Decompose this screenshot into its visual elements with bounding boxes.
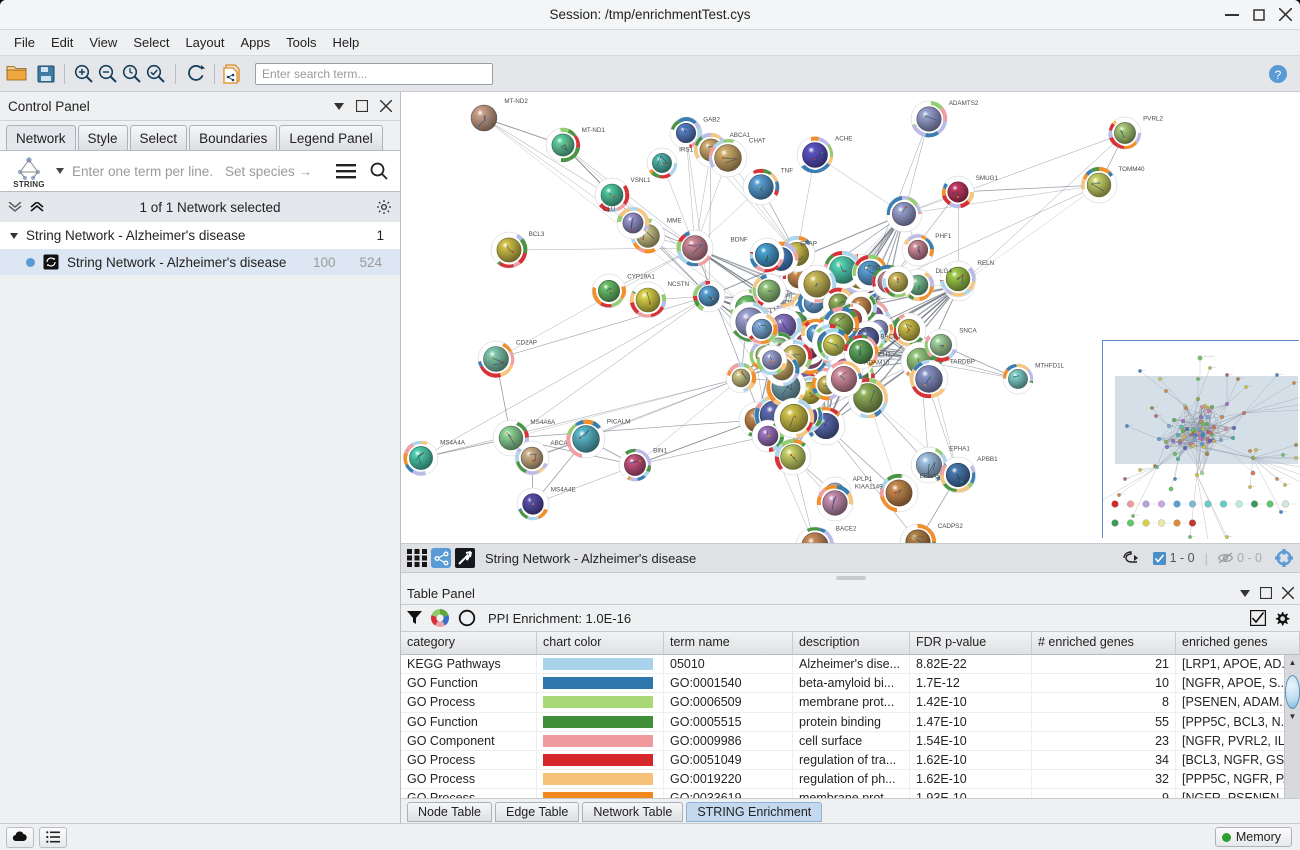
svg-text:CHAT: CHAT (749, 138, 766, 145)
svg-text:EPHA1: EPHA1 (949, 445, 970, 452)
svg-text:CYP19A1: CYP19A1 (627, 273, 655, 280)
svg-text:PVRL2: PVRL2 (1143, 115, 1163, 122)
svg-text:BACE2: BACE2 (836, 526, 857, 533)
svg-text:MTHFD1L: MTHFD1L (1035, 362, 1065, 369)
svg-text:GFAP: GFAP (800, 240, 817, 247)
svg-text:MS4A4A: MS4A4A (440, 439, 466, 446)
svg-text:APLP1: APLP1 (853, 476, 873, 483)
svg-text:?: ? (1275, 68, 1282, 82)
svg-text:VSNL1: VSNL1 (631, 177, 651, 184)
svg-text:CTSD: CTSD (864, 265, 882, 272)
svg-text:SMUG1: SMUG1 (976, 175, 999, 182)
svg-text:MS4A4E: MS4A4E (551, 487, 576, 494)
svg-text:MME: MME (667, 218, 682, 225)
svg-text:ABCA1: ABCA1 (730, 132, 751, 139)
svg-text:PHF1: PHF1 (935, 233, 952, 240)
svg-text:GSK3B: GSK3B (852, 327, 873, 334)
svg-text:TNF: TNF (781, 168, 793, 175)
svg-text:MT-ND2: MT-ND2 (504, 98, 528, 105)
svg-text:SNCA: SNCA (959, 327, 977, 334)
svg-text:CADPS2: CADPS2 (938, 523, 964, 530)
svg-text:MT-ND1: MT-ND1 (582, 127, 606, 134)
svg-text:CD2AP: CD2AP (516, 340, 537, 347)
svg-text:CLU: CLU (603, 206, 616, 213)
svg-text:NCSTN: NCSTN (668, 281, 690, 288)
svg-text:GAB2: GAB2 (703, 116, 720, 123)
svg-text:BCL3: BCL3 (529, 231, 545, 238)
svg-text:BACE1: BACE1 (880, 333, 901, 340)
svg-text:IRS1: IRS1 (679, 146, 693, 153)
svg-text:RELN: RELN (977, 260, 994, 267)
svg-text:TOMM40: TOMM40 (1118, 166, 1145, 173)
svg-text:ACHE: ACHE (835, 136, 853, 143)
svg-text:KIAA1149: KIAA1149 (855, 484, 883, 491)
svg-text:APBB1: APBB1 (977, 456, 998, 463)
svg-text:MS4A6A: MS4A6A (530, 419, 556, 426)
svg-text:BIN1: BIN1 (653, 447, 667, 454)
svg-text:BDNF: BDNF (731, 236, 748, 243)
svg-text:TARDBP: TARDBP (950, 359, 975, 366)
svg-text:DLG4: DLG4 (936, 268, 953, 275)
svg-text:PICALM: PICALM (607, 419, 630, 426)
svg-text:ADAMTS2: ADAMTS2 (949, 100, 979, 107)
svg-text:EFNA5: EFNA5 (920, 473, 941, 480)
svg-text:ADAM10: ADAM10 (864, 359, 890, 366)
